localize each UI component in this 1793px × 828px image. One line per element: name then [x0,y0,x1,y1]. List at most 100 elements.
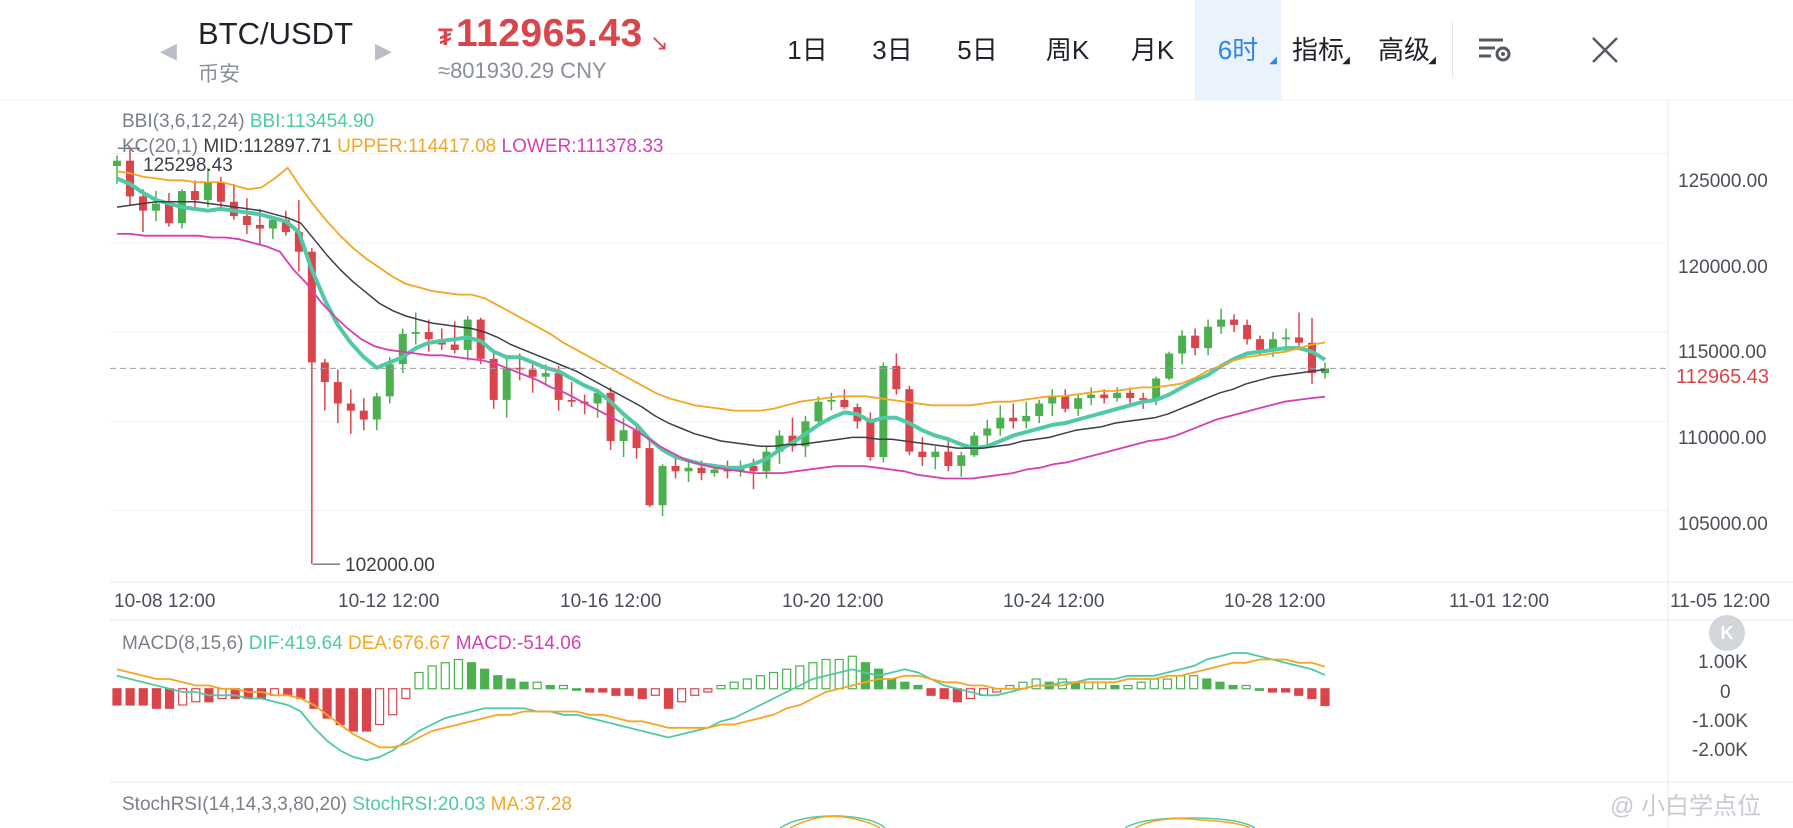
tab-1[interactable]: 3日 [865,0,920,100]
candle-body [892,365,901,390]
time-tick-label: 10-20 12:00 [782,591,884,612]
candle-body [671,465,680,472]
macd-hist-bar [690,688,700,696]
candle-body [749,465,758,472]
candle-body [450,344,459,350]
macd-hist-bar [545,684,555,690]
tab-4[interactable]: 月K [1120,0,1185,100]
pair-title: BTC/USDT [198,16,353,51]
next-symbol-button[interactable]: ▶ [375,38,392,63]
macd-hist-bar [375,688,385,726]
k-badge-icon[interactable]: K [1709,615,1745,651]
high-marker-label: 125298.43 [143,155,233,176]
tab-5[interactable]: 6时 ◢ [1195,0,1281,100]
macd-dif-line [116,652,1326,762]
macd-hist-bar [1254,688,1264,691]
candle-body [710,469,719,474]
macd-hist-bar [1307,688,1317,700]
prev-symbol-button[interactable]: ◀ [160,38,177,63]
macd-hist-bar [1215,681,1225,690]
close-button[interactable] [1585,30,1625,70]
macd-tick-label: -2.00K [1692,740,1748,761]
macd-hist-bar [637,688,647,700]
macd-hist-bar [558,684,569,690]
tab-label: 1日 [787,35,828,65]
macd-hist-bar [348,688,358,732]
macd-hist-bar [1136,681,1146,690]
tab-label: 高级 [1377,35,1430,65]
tab-6[interactable]: 指标 ◢ [1282,0,1354,100]
candle-body [1178,335,1187,354]
macd-hist-bar [309,688,319,709]
candle-body [372,396,381,420]
tab-3[interactable]: 周K [1035,0,1100,100]
macd-hist-bar [821,658,831,690]
candle-body [1230,319,1239,325]
tab-2[interactable]: 5日 [950,0,1005,100]
macd-hist-bar [1123,684,1133,690]
bbi-value: BBI:113454.90 [249,111,375,132]
macd-hist-bar [466,662,477,690]
macd-hist-bar [414,671,424,690]
macd-hist-bar [900,681,910,690]
macd-hist-bar [847,655,857,690]
macd-hist-bar [598,688,608,693]
candle-body [125,160,134,197]
candle-body [684,467,693,472]
time-tick-label: 10-12 12:00 [338,591,440,612]
macd-hist-value: MACD:-514.06 [455,633,582,654]
candle-body [723,469,732,472]
candle-body [242,216,251,225]
macd-hist-bar [663,688,674,709]
settings-list-icon [1479,38,1511,62]
macd-dea-value: DEA:676.67 [347,633,451,654]
candle-body [1321,368,1329,374]
macd-hist-bar [401,688,411,700]
candle-body [385,364,394,397]
macd-label: MACD(8,15,6) [122,633,244,654]
candle-body [1035,403,1044,416]
tab-label: 月K [1130,35,1175,65]
macd-hist-bar [1084,681,1094,690]
price-currency-icon: ₮ [438,24,453,51]
candle-body [1282,337,1291,340]
candle-body [775,435,784,452]
candle-body [463,319,472,350]
tab-0[interactable]: 1日 [780,0,835,100]
candle-body [1126,392,1135,399]
time-tick-label: 11-05 12:00 [1670,591,1771,612]
kc-lower-value: LOWER:111378.33 [501,136,664,157]
time-tick-label: 10-08 12:00 [114,591,216,612]
time-tick-label: 10-28 12:00 [1224,591,1326,612]
stochrsi-line [1124,817,1256,828]
macd-hist-bar [388,688,398,716]
kc-mid-value: MID:112897.71 [203,136,332,157]
exchange-name: 币安 [198,63,240,86]
tab-label: 指标 [1291,35,1344,65]
candle-body [879,365,888,458]
macd-hist-bar [1202,678,1212,690]
stochrsi-ma-value: MA:37.28 [490,794,572,815]
line-mid [116,201,1326,449]
macd-tick-label: 1.00K [1698,652,1748,673]
stochrsi-legend: StochRSI(14,14,3,3,80,20) StochRSI:20.03… [122,794,572,816]
chart-settings-button[interactable] [1475,32,1515,68]
candle-body [554,373,563,400]
macd-hist-bar [1110,684,1120,690]
candle-body [541,373,550,377]
tab-label: 周K [1045,35,1090,65]
candle-body [1217,319,1226,327]
tab-7[interactable]: 高级 ◢ [1368,0,1440,100]
macd-hist-bar [480,668,490,690]
macd-hist-bar [519,681,529,690]
macd-hist-bar [138,688,148,706]
candle-body [359,410,368,420]
macd-hist-bar [808,662,818,690]
price-tick-label: 125000.00 [1678,171,1768,192]
macd-hist-bar [650,688,660,696]
candle-body [957,455,966,466]
line-bbi [116,176,1327,470]
macd-hist-bar [611,688,621,696]
stochrsi-ma-line [789,815,881,828]
